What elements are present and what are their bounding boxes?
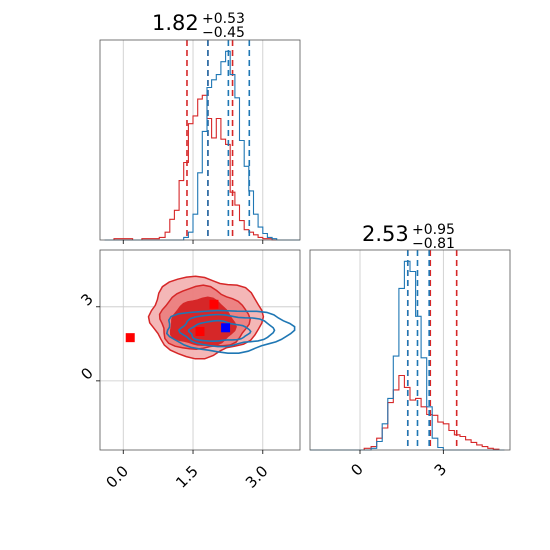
joint-plot-area <box>100 250 300 450</box>
marker-3 <box>221 323 231 333</box>
marker-1 <box>209 299 219 309</box>
joint-ytick-label-0: 0 <box>77 364 96 383</box>
joint-xtick-label-2: 3.0 <box>242 462 272 492</box>
blue-contour-middle <box>177 313 276 348</box>
joint-panel: 0.0 1.5 3.0 0 3 <box>77 249 301 492</box>
blue-contour-inner <box>187 319 252 343</box>
marginal-2-tick-label-0: 0 <box>347 460 366 479</box>
marginal-1-title-value: 1.82 <box>152 11 199 35</box>
joint-xtick-label-1: 1.5 <box>172 462 202 492</box>
marginal-1-title-minus: −0.45 <box>202 25 245 41</box>
marginal-1-series-1 <box>104 50 300 241</box>
marginal-2-title: 2.53 <box>362 222 409 246</box>
blue-contour-outer <box>165 309 296 354</box>
marker-2 <box>195 326 205 336</box>
marginal-2-title-minus: −0.81 <box>412 236 455 252</box>
joint-xtick-label-0: 0.0 <box>102 462 132 492</box>
marginal-1-panel <box>99 39 301 244</box>
marginal-2-tick-label-1: 3 <box>431 460 450 479</box>
marginal-2-title-value: 2.53 <box>362 222 409 246</box>
marginal-2-frame <box>309 249 511 451</box>
marker-0 <box>125 333 135 343</box>
joint-frame <box>99 249 301 451</box>
marginal-1-title: 1.82 <box>152 11 199 35</box>
joint-ytick-label-1: 3 <box>77 290 96 309</box>
marginal-1-frame <box>99 39 301 241</box>
marginal-2-title-plus: +0.95 <box>412 222 455 238</box>
marginal-1-title-plus: +0.53 <box>202 11 245 27</box>
marginal-1-series-0 <box>104 94 300 241</box>
